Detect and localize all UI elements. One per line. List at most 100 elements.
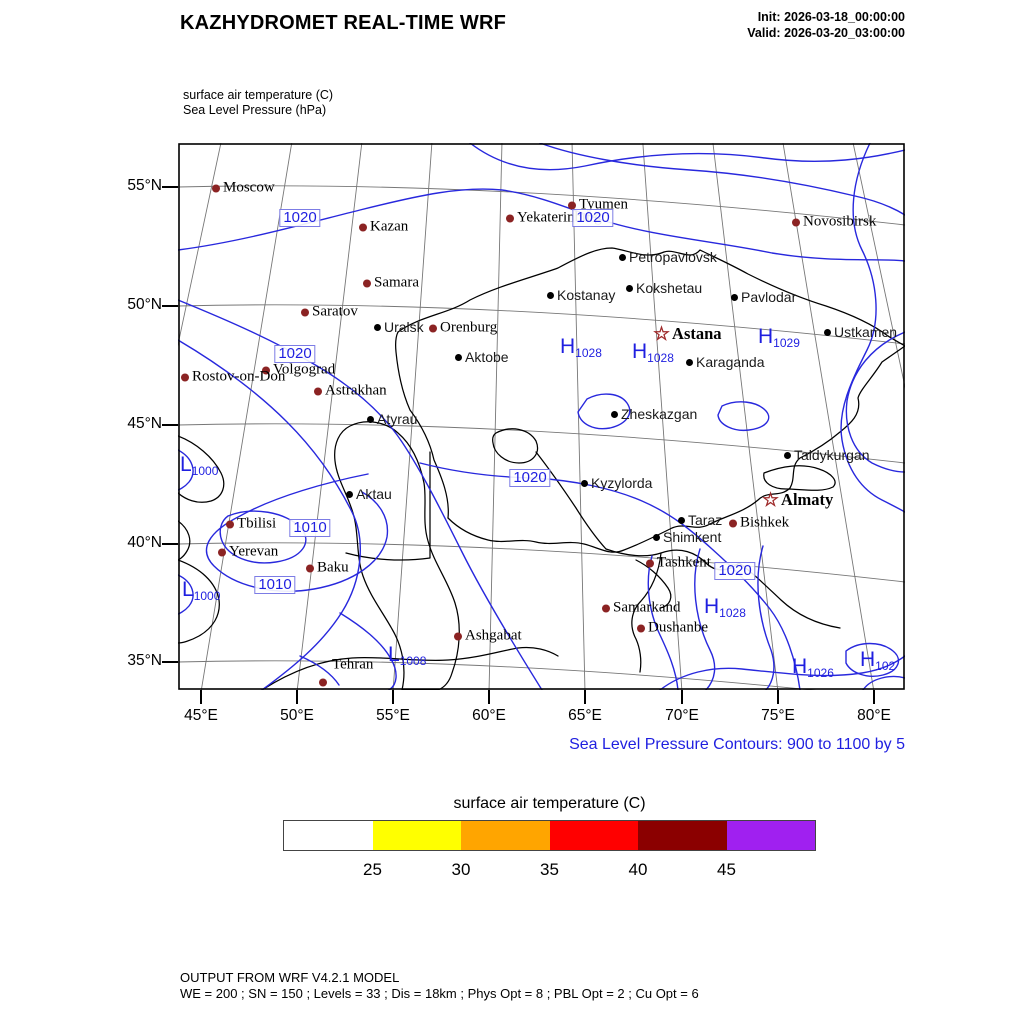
colorbar-segment xyxy=(638,821,727,850)
longitude-gridline xyxy=(200,143,293,690)
pressure-center-letter: H xyxy=(758,325,774,348)
lat-tick-label: 50°N xyxy=(127,296,162,313)
lat-tick-label: 40°N xyxy=(127,534,162,551)
capital-label: Astana xyxy=(672,324,722,343)
lon-tick xyxy=(777,690,779,704)
city-label: Taldykurgan xyxy=(794,447,870,463)
city-marker-samarkand: Samarkand xyxy=(602,600,680,617)
pressure-contour xyxy=(840,143,905,513)
lon-tick-label: 75°E xyxy=(761,707,795,724)
pressure-contour xyxy=(757,545,775,690)
lon-tick-label: 60°E xyxy=(472,707,506,724)
city-marker-samara: Samara xyxy=(363,275,419,292)
geography-border xyxy=(763,465,836,491)
init-time: Init: 2026-03-18_00:00:00 xyxy=(757,10,905,24)
pressure-center-letter: L xyxy=(182,578,194,601)
geography-border xyxy=(345,451,431,561)
city-dot xyxy=(262,366,270,374)
lat-tick-label: 55°N xyxy=(127,177,162,194)
city-marker-kokshetau: Kokshetau xyxy=(626,280,702,296)
city-marker-taldykurgan: Taldykurgan xyxy=(784,447,870,463)
field-labels: surface air temperature (C) Sea Level Pr… xyxy=(183,88,333,118)
pressure-contour xyxy=(205,473,389,592)
city-label: Saratov xyxy=(312,303,358,320)
city-label: Ustkamen xyxy=(834,324,898,340)
longitude-gridline xyxy=(852,143,905,389)
pressure-contour-caption: Sea Level Pressure Contours: 900 to 1100… xyxy=(569,736,905,753)
pressure-center-value: 1029 xyxy=(773,336,800,350)
city-marker-atyrau: Atyrau xyxy=(367,411,417,427)
city-marker-saratov: Saratov xyxy=(301,304,358,321)
city-marker-aktobe: Aktobe xyxy=(455,349,509,365)
lat-tick xyxy=(162,543,178,545)
pressure-contour xyxy=(178,188,905,262)
city-marker-tbilisi: Tbilisi xyxy=(226,516,276,533)
city-label: Kyzylorda xyxy=(591,475,653,491)
city-marker-astrakhan: Astrakhan xyxy=(314,383,387,400)
colorbar-tick-label: 30 xyxy=(451,860,471,879)
pressure-contour xyxy=(299,655,340,686)
city-marker-uralsk: Uralsk xyxy=(374,319,424,335)
pressure-center-value: 102 xyxy=(875,659,896,673)
city-dot xyxy=(686,358,693,366)
city-dot xyxy=(602,604,610,612)
geography-border xyxy=(394,331,449,519)
city-marker-baku: Baku xyxy=(306,560,349,577)
city-dot xyxy=(429,324,437,332)
run-info: Init: 2026-03-18_00:00:00 Valid: 2026-03… xyxy=(585,10,905,41)
pressure-contour xyxy=(845,642,900,677)
lat-tick xyxy=(162,186,178,188)
pressure-contour xyxy=(694,548,716,690)
lat-tick-label: 35°N xyxy=(127,652,162,669)
city-marker-orenburg: Orenburg xyxy=(429,320,497,337)
city-dot xyxy=(367,415,374,423)
city-marker-tashkent: Tashkent xyxy=(646,555,711,572)
pressure-contour xyxy=(219,510,307,564)
city-label: Samarkand xyxy=(613,599,681,616)
longitude-gridline xyxy=(296,143,363,690)
city-label: Volgograd xyxy=(273,361,336,378)
city-marker-taraz: Taraz xyxy=(678,512,722,528)
longitude-gridline xyxy=(392,143,433,690)
pressure-contour-box-label: 1010 xyxy=(289,519,331,537)
pressure-center-h: H 1028 xyxy=(560,336,602,359)
pressure-contour xyxy=(659,655,905,690)
city-marker-ashgabat: Ashgabat xyxy=(454,628,522,645)
pressure-center-letter: L xyxy=(180,453,192,476)
city-dot xyxy=(637,624,645,632)
pressure-contour xyxy=(178,299,543,690)
capital-marker-astana: ☆ Astana xyxy=(653,324,722,344)
city-marker-volgograd: Volgograd xyxy=(262,362,335,379)
city-marker-shimkent: Shimkent xyxy=(653,529,721,545)
city-dot xyxy=(314,387,322,395)
city-label: Astrakhan xyxy=(325,382,387,399)
pressure-contour-box-label: 1020 xyxy=(274,345,316,363)
lat-tick xyxy=(162,305,178,307)
city-marker-pavlodar: Pavlodar xyxy=(731,289,796,305)
latitude-gridline xyxy=(178,304,905,345)
lat-tick xyxy=(162,661,178,663)
pressure-center-letter: L xyxy=(388,643,400,666)
pressure-center-letter: H xyxy=(792,655,808,678)
city-marker-karaganda: Karaganda xyxy=(686,354,765,370)
lon-tick-label: 80°E xyxy=(857,707,891,724)
longitude-gridline xyxy=(488,143,503,690)
pressure-center-h: H 1028 xyxy=(704,596,746,619)
pressure-center-value: 1028 xyxy=(575,346,602,360)
city-marker-yerevan: Yerevan xyxy=(218,544,278,561)
city-marker-dushanbe: Dushanbe xyxy=(637,620,708,637)
pressure-contour xyxy=(845,331,905,473)
valid-time: Valid: 2026-03-20_03:00:00 xyxy=(747,25,905,40)
city-marker-kyzylorda: Kyzylorda xyxy=(581,475,652,491)
pressure-center-letter: H xyxy=(860,648,876,671)
city-label: Samara xyxy=(374,274,419,291)
colorbar-segment xyxy=(372,821,461,850)
longitude-gridline xyxy=(571,143,586,690)
footer-line2: WE = 200 ; SN = 150 ; Levels = 33 ; Dis … xyxy=(180,986,699,1001)
city-dot xyxy=(374,323,381,331)
city-dot xyxy=(306,564,314,572)
city-marker-novosibirsk: Novosibirsk xyxy=(792,214,876,231)
colorbar-tick-label: 25 xyxy=(363,860,382,879)
pressure-contour xyxy=(717,401,770,432)
city-label: Tashkent xyxy=(657,554,711,571)
